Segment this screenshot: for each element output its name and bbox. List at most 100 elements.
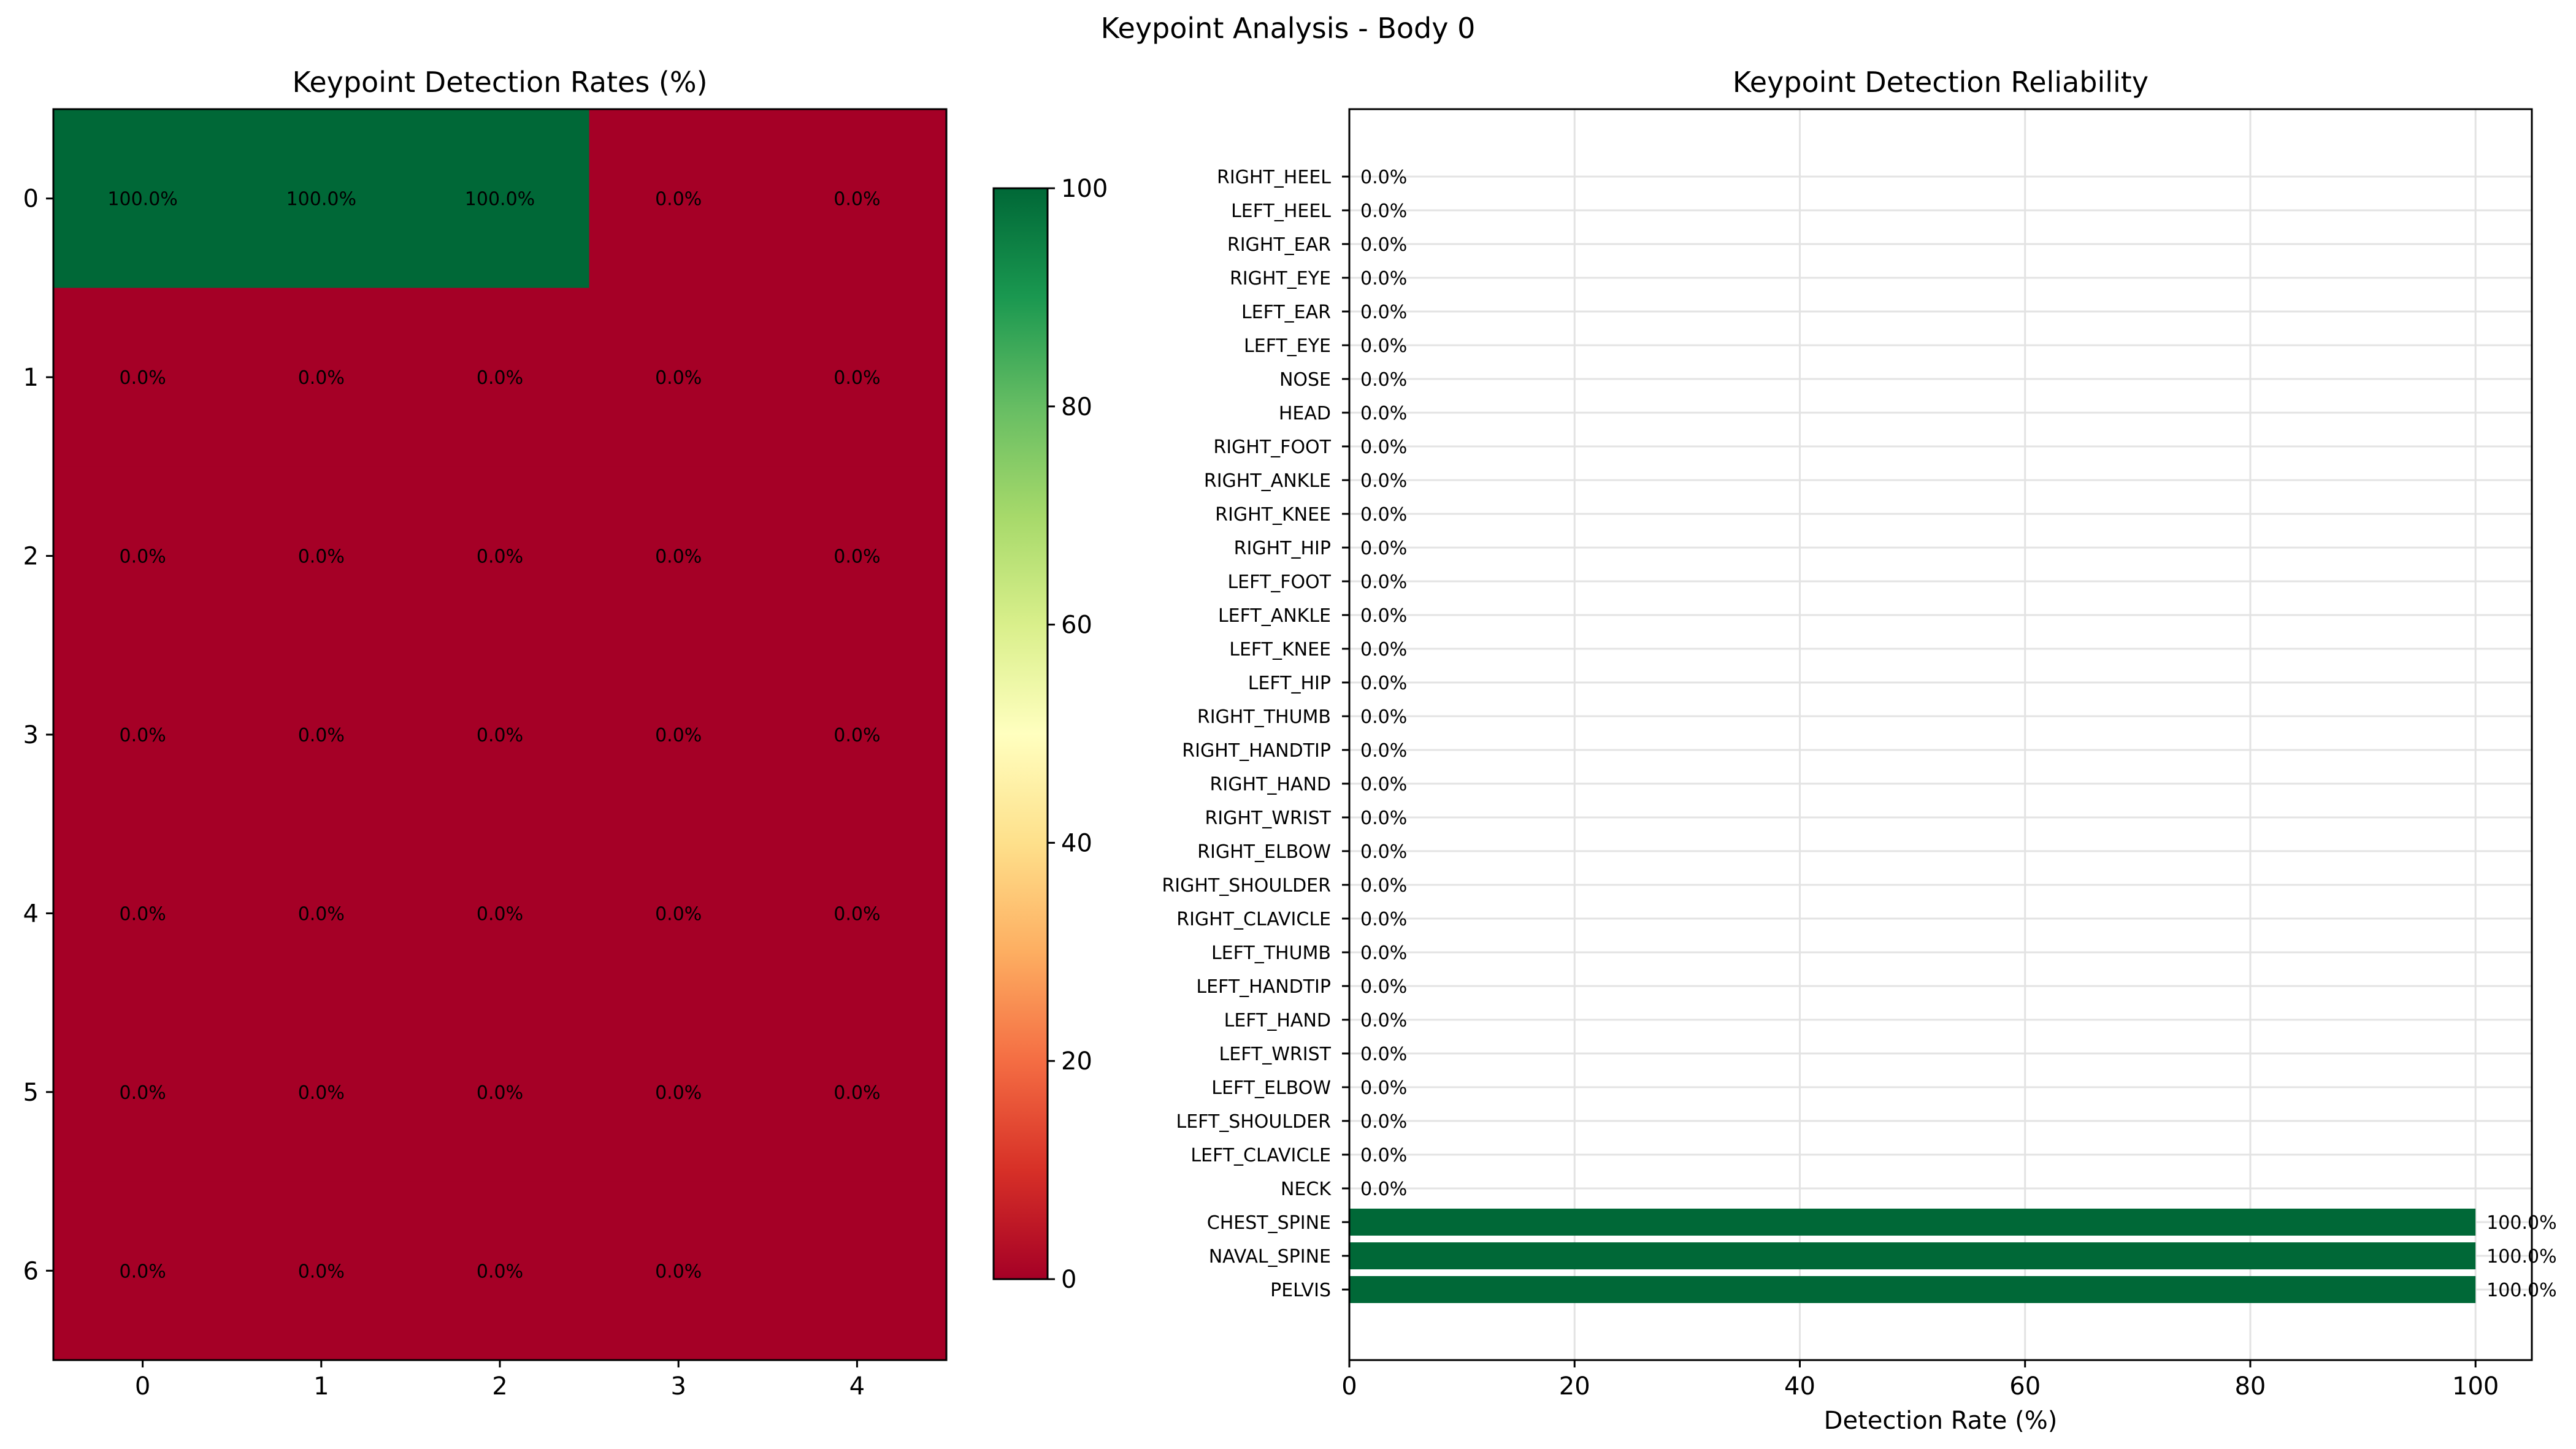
- heatmap-cell: [53, 466, 232, 646]
- bar-x-tick-label: 80: [2234, 1372, 2266, 1401]
- bar-value-label: 0.0%: [1360, 437, 1407, 458]
- heatmap-cell-label: 100.0%: [465, 189, 535, 210]
- heatmap-cell: [589, 1003, 769, 1182]
- heatmap-cell-label: 0.0%: [834, 903, 880, 925]
- bar-value-label: 0.0%: [1360, 369, 1407, 391]
- heatmap-cell: [410, 109, 590, 288]
- heatmap-col-tick-label: 1: [313, 1372, 329, 1401]
- bar-chest-spine: [1349, 1209, 2476, 1236]
- heatmap-row-tick-label: 6: [23, 1257, 39, 1285]
- heatmap-cell-label: 0.0%: [298, 1261, 345, 1282]
- heatmap-cell-label: 0.0%: [655, 725, 702, 746]
- heatmap-cell-label: 0.0%: [655, 189, 702, 210]
- heatmap-cell-label: 0.0%: [477, 1082, 523, 1104]
- bar-x-tick-label: 20: [1559, 1372, 1590, 1401]
- bar-category-label: RIGHT_HIP: [1234, 538, 1331, 559]
- heatmap-cell-label: 0.0%: [834, 1082, 880, 1104]
- bar-value-label: 0.0%: [1360, 572, 1407, 593]
- heatmap-cell-label: 0.0%: [655, 903, 702, 925]
- bar-category-label: LEFT_CLAVICLE: [1190, 1145, 1331, 1166]
- heatmap-cell: [410, 288, 590, 467]
- bar-category-label: LEFT_SHOULDER: [1176, 1111, 1331, 1133]
- bar-value-label: 100.0%: [2486, 1246, 2556, 1267]
- bar-category-label: RIGHT_CLAVICLE: [1176, 909, 1331, 930]
- bar-category-label: LEFT_THUMB: [1211, 942, 1331, 964]
- colorbar: 0 20 40 60 80 100: [992, 175, 1108, 1294]
- heatmap-cell-label: 0.0%: [834, 367, 880, 389]
- heatmap-cell: [232, 109, 411, 288]
- bar-value-label: 0.0%: [1360, 740, 1407, 762]
- bar-naval-spine: [1349, 1242, 2476, 1269]
- bar-value-label: 0.0%: [1360, 909, 1407, 930]
- heatmap-cell-label: 0.0%: [477, 903, 523, 925]
- heatmap-cell-label: 0.0%: [655, 367, 702, 389]
- bar-category-label: LEFT_FOOT: [1227, 572, 1331, 593]
- heatmap-cell: [410, 645, 590, 825]
- bar-value-label: 0.0%: [1360, 1179, 1407, 1200]
- heatmap-cell: [53, 1003, 232, 1182]
- heatmap-cell: [410, 466, 590, 646]
- heatmap-cell: [53, 1181, 232, 1361]
- heatmap-cell-labels: 100.0% 100.0% 100.0% 0.0% 0.0% 0.0% 0.0% 0.0% 0.…: [107, 189, 880, 1283]
- bar-category-label: RIGHT_ELBOW: [1197, 841, 1331, 863]
- heatmap-cell: [232, 1003, 411, 1182]
- bar-value-label: 0.0%: [1360, 538, 1407, 559]
- bar-value-label: 0.0%: [1360, 504, 1407, 526]
- bar-value-label: 0.0%: [1360, 201, 1407, 222]
- bar-category-label: RIGHT_HEEL: [1217, 167, 1331, 188]
- heatmap-cell: [767, 824, 947, 1003]
- bar-value-label: 0.0%: [1360, 470, 1407, 492]
- heatmap-cell: [589, 824, 769, 1003]
- bar-value-label: 0.0%: [1360, 302, 1407, 323]
- bar-category-label: LEFT_HEEL: [1231, 201, 1331, 222]
- heatmap-cell: [53, 288, 232, 467]
- heatmap-cell-label: 100.0%: [286, 189, 356, 210]
- bar-category-label: PELVIS: [1270, 1280, 1331, 1301]
- heatmap-panel: Keypoint Detection Rates (%) 100.0% 100.0…: [23, 66, 948, 1401]
- bar-value-label: 0.0%: [1360, 1044, 1407, 1065]
- heatmap-cell-label: 0.0%: [119, 725, 166, 746]
- bar-value-label: 0.0%: [1360, 942, 1407, 964]
- heatmap-row-tick-label: 3: [23, 721, 39, 749]
- bar-category-label: NECK: [1281, 1179, 1332, 1200]
- bar-category-label: LEFT_EAR: [1241, 302, 1331, 323]
- heatmap-cell-label: 0.0%: [119, 1082, 166, 1104]
- bar-value-label: 0.0%: [1360, 706, 1407, 728]
- heatmap-cell-label: 0.0%: [119, 903, 166, 925]
- bar-value-label: 0.0%: [1360, 403, 1407, 424]
- colorbar-tick-label: 0: [1061, 1266, 1076, 1294]
- bar-value-label: 0.0%: [1360, 841, 1407, 863]
- bar-frame: [1348, 108, 2533, 1361]
- bar-category-label: RIGHT_HANDTIP: [1182, 740, 1331, 762]
- heatmap-row-tick-label: 2: [23, 543, 39, 571]
- heatmap-cell-label: 0.0%: [655, 1261, 702, 1282]
- bar-x-tick-label: 0: [1341, 1372, 1357, 1401]
- heatmap-col-tick-label: 0: [135, 1372, 150, 1401]
- heatmap-cell: [232, 824, 411, 1003]
- bar-category-label: NAVAL_SPINE: [1209, 1246, 1331, 1267]
- heatmap-cell-label: 100.0%: [107, 189, 177, 210]
- heatmap-col-tick-label: 2: [492, 1372, 507, 1401]
- heatmap-cell-label: 0.0%: [477, 546, 523, 568]
- bar-category-label: LEFT_KNEE: [1229, 639, 1331, 660]
- heatmap-cell-label: 0.0%: [298, 903, 345, 925]
- heatmap-cell: [767, 1003, 947, 1182]
- bar-category-label: RIGHT_THUMB: [1197, 706, 1331, 728]
- heatmap-cell: [410, 824, 590, 1003]
- heatmap-cell-label: 0.0%: [477, 725, 523, 746]
- colorbar-tick-label: 60: [1061, 611, 1092, 640]
- heatmap-cell-label: 0.0%: [834, 546, 880, 568]
- heatmap-row-tick-label: 4: [23, 900, 39, 928]
- bar-value-label: 0.0%: [1360, 673, 1407, 694]
- bar-value-label: 0.0%: [1360, 875, 1407, 897]
- heatmap-cell-label: 0.0%: [119, 546, 166, 568]
- bar-title: Keypoint Detection Reliability: [1733, 66, 2149, 99]
- heatmap-cell: [589, 645, 769, 825]
- bar-category-label: LEFT_HIP: [1248, 673, 1331, 694]
- heatmap-cell-label: 0.0%: [119, 367, 166, 389]
- heatmap-cell-label: 0.0%: [477, 367, 523, 389]
- bar-value-label: 100.0%: [2486, 1212, 2556, 1234]
- heatmap-col-tick-label: 4: [849, 1372, 865, 1401]
- heatmap-col-ticks: 0 1 2 3 4: [135, 1360, 865, 1401]
